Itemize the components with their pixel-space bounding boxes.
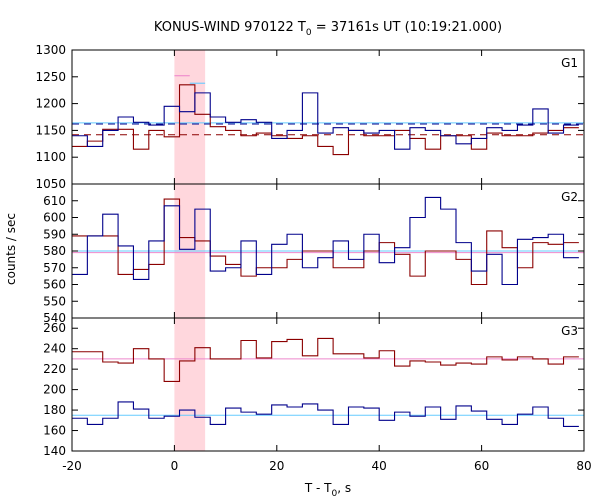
- g1-panel-label: G1: [561, 56, 578, 70]
- chart-title-prefix: KONUS-WIND 970122 T: [154, 20, 306, 35]
- g2-panel-label: G2: [561, 190, 578, 204]
- g3-y-tick-label-140: 140: [43, 444, 66, 458]
- g1-y-tick-label-1300: 1300: [35, 43, 66, 57]
- x-tick-label-60: 60: [474, 459, 489, 473]
- g3-panel-label: G3: [561, 324, 578, 338]
- x-tick-label-0: 0: [171, 459, 179, 473]
- g1-y-tick-label-1250: 1250: [35, 70, 66, 84]
- g2-series-2-line: [72, 196, 579, 286]
- chart-title-suffix: = 37161s UT (10:19:21.000): [312, 20, 502, 35]
- g3-series-2-line: [72, 401, 579, 427]
- g3-y-tick-label-160: 160: [43, 424, 66, 438]
- g2-y-tick-label-550: 550: [43, 294, 66, 308]
- g2-y-tick-label-540: 540: [43, 311, 66, 325]
- plot-area: 1050 1100 1150 1200 1250 1300 G1 540 550 560 570 58…: [35, 43, 591, 473]
- x-axis-label: T - T0, s: [304, 481, 351, 499]
- x-axis-label-suffix: , s: [337, 481, 351, 495]
- g3-y-tick-label-240: 240: [43, 342, 66, 356]
- g1-y-tick-label-1100: 1100: [35, 150, 66, 164]
- g3-panel-frame: [71, 317, 585, 452]
- x-tick-label-40: 40: [372, 459, 387, 473]
- y-axis-label: counts / sec: [4, 213, 18, 285]
- g1-panel-frame: [71, 49, 585, 185]
- g1-series-1-line: [72, 84, 579, 156]
- x-axis-label-subscript: 0: [332, 489, 338, 499]
- chart-title: KONUS-WIND 970122 T0 = 37161s UT (10:19:…: [154, 20, 502, 38]
- x-axis-label-prefix: T - T: [304, 481, 332, 495]
- g2-y-tick-label-610: 610: [43, 194, 66, 208]
- g3-series-1-line: [72, 337, 579, 382]
- x-tick-label--20: -20: [62, 459, 82, 473]
- g2-y-tick-label-560: 560: [43, 278, 66, 292]
- g1-y-tick-label-1200: 1200: [35, 97, 66, 111]
- g2-series-1-line: [72, 198, 579, 286]
- g3-y-tick-label-260: 260: [43, 321, 66, 335]
- g2-y-tick-label-600: 600: [43, 211, 66, 225]
- g1-y-tick-label-1150: 1150: [35, 123, 66, 137]
- g2-y-tick-label-590: 590: [43, 227, 66, 241]
- x-tick-label-20: 20: [269, 459, 284, 473]
- g2-y-tick-label-570: 570: [43, 261, 66, 275]
- g3-y-tick-label-180: 180: [43, 403, 66, 417]
- x-tick-label-80: 80: [576, 459, 591, 473]
- chart-title-subscript: 0: [306, 28, 312, 38]
- g2-y-tick-label-580: 580: [43, 244, 66, 258]
- g1-y-tick-label-1050: 1050: [35, 177, 66, 191]
- g3-y-tick-label-220: 220: [43, 362, 66, 376]
- g3-y-tick-label-200: 200: [43, 383, 66, 397]
- g1-series-2-line: [72, 92, 579, 150]
